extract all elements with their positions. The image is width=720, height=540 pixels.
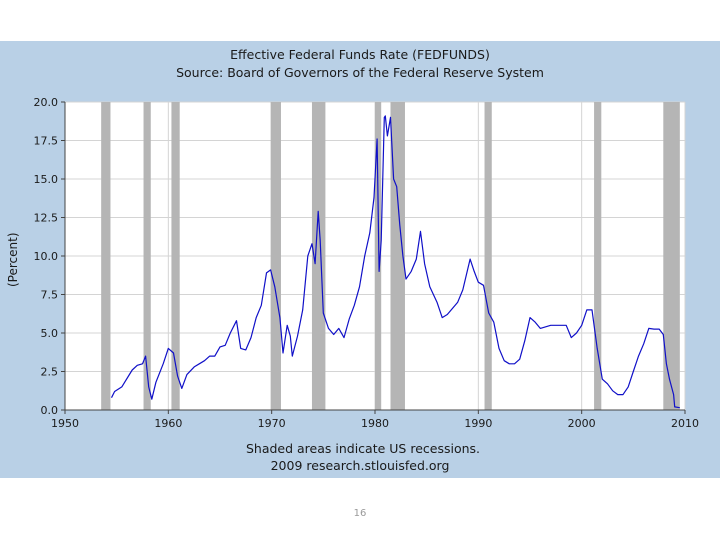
recession-band: [101, 102, 111, 410]
chart-subtitle: Source: Board of Governors of the Federa…: [176, 65, 544, 80]
recession-band: [484, 102, 492, 410]
recession-band: [171, 102, 180, 410]
x-tick-label: 1950: [51, 417, 79, 430]
recession-band: [594, 102, 602, 410]
x-tick-label: 1990: [464, 417, 492, 430]
x-tick-label: 1970: [258, 417, 286, 430]
x-tick-label: 1960: [154, 417, 182, 430]
y-tick-label: 17.5: [34, 135, 59, 148]
page-number: 16: [353, 508, 367, 519]
recession-band: [270, 102, 281, 410]
y-tick-label: 0.0: [41, 404, 59, 417]
recession-note: Shaded areas indicate US recessions.: [245, 441, 481, 456]
x-tick-label: 2000: [568, 417, 596, 430]
source-credit: 2009 research.stlouisfed.org: [270, 458, 450, 473]
x-tick-label: 2010: [671, 417, 699, 430]
recession-band: [311, 102, 326, 410]
chart-title: Effective Federal Funds Rate (FEDFUNDS): [230, 47, 490, 62]
y-tick-label: 2.5: [41, 366, 59, 379]
y-tick-label: 5.0: [41, 327, 59, 340]
recession-band: [663, 102, 680, 410]
y-tick-label: 7.5: [41, 289, 59, 302]
series-line-fedfunds: [110, 115, 680, 409]
y-tick-label: 10.0: [34, 250, 59, 263]
recession-band: [143, 102, 151, 410]
recession-band: [375, 102, 382, 410]
y-tick-label: 15.0: [34, 173, 59, 186]
x-tick-label: 1980: [361, 417, 389, 430]
y-tick-label: 20.0: [34, 96, 59, 109]
y-tick-label: 12.5: [34, 212, 59, 225]
